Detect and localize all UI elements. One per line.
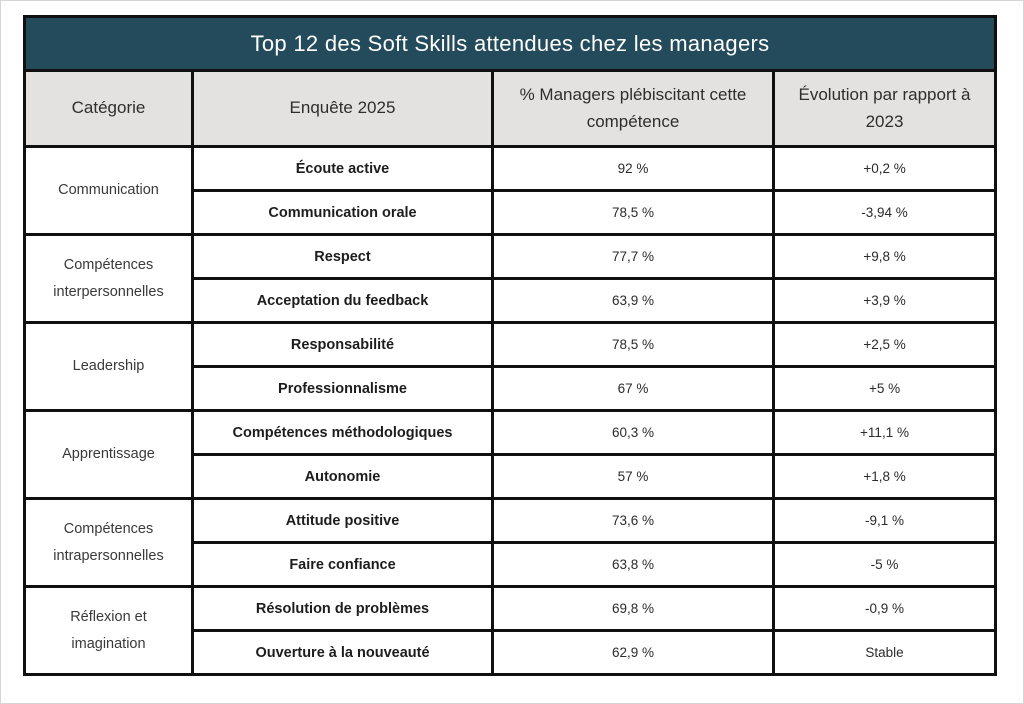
table-row: Ouverture à la nouveauté 62,9 % Stable — [25, 629, 998, 676]
percent-cell: 77,7 % — [491, 233, 775, 280]
category-cell-communication: Communication — [23, 145, 194, 236]
table-row: Réflexion et imagination Résolution de p… — [23, 585, 998, 676]
soft-skills-table: Top 12 des Soft Skills attendues chez le… — [22, 15, 998, 676]
skill-cell: Acceptation du feedback — [191, 277, 494, 324]
category-cell-reflexion: Réflexion et imagination — [23, 585, 194, 676]
percent-cell: 73,6 % — [491, 497, 775, 544]
table-row: Communication Écoute active 92 % +0,2 % — [23, 145, 998, 236]
table-row: Acceptation du feedback 63,9 % +3,9 % — [25, 277, 998, 324]
skill-cell: Résolution de problèmes — [191, 585, 494, 632]
skill-cell: Responsabilité — [191, 321, 494, 368]
percent-cell: 69,8 % — [491, 585, 775, 632]
evolution-cell: +1,8 % — [771, 453, 998, 500]
skill-cell: Autonomie — [191, 453, 494, 500]
percent-cell: 78,5 % — [491, 321, 775, 368]
percent-cell: 63,8 % — [491, 541, 775, 588]
percent-cell: 63,9 % — [491, 277, 775, 324]
table-row: Faire confiance 63,8 % -5 % — [25, 541, 998, 588]
percent-cell: 67 % — [491, 365, 775, 412]
percent-cell: 62,9 % — [491, 629, 775, 676]
column-header-enquete-2025: Enquête 2025 — [191, 69, 494, 148]
category-cell-interpersonnelles: Compétences interpersonnelles — [23, 233, 194, 324]
table-row: Compétences intrapersonnelles Attitude p… — [23, 497, 998, 588]
category-cell-apprentissage: Apprentissage — [23, 409, 194, 500]
table-row: Leadership Responsabilité 78,5 % +2,5 % — [23, 321, 998, 412]
evolution-cell: +0,2 % — [771, 145, 998, 192]
skill-cell: Respect — [191, 233, 494, 280]
evolution-cell: -0,9 % — [771, 585, 998, 632]
evolution-cell: -3,94 % — [771, 189, 998, 236]
table-row: Autonomie 57 % +1,8 % — [25, 453, 998, 500]
skill-cell: Écoute active — [191, 145, 494, 192]
evolution-cell: +5 % — [771, 365, 998, 412]
table-row: Compétences interpersonnelles Respect 77… — [23, 233, 998, 324]
table-row: Communication orale 78,5 % -3,94 % — [25, 189, 998, 236]
evolution-cell: +3,9 % — [771, 277, 998, 324]
skill-cell: Attitude positive — [191, 497, 494, 544]
evolution-cell: +11,1 % — [771, 409, 998, 456]
column-header-percent-managers: % Managers plébiscitant cette compétence — [491, 69, 775, 148]
evolution-cell: Stable — [771, 629, 998, 676]
column-header-evolution: Évolution par rapport à 2023 — [771, 69, 998, 148]
percent-cell: 57 % — [491, 453, 775, 500]
percent-cell: 92 % — [491, 145, 775, 192]
table-title: Top 12 des Soft Skills attendues chez le… — [22, 15, 998, 72]
column-header-categorie: Catégorie — [23, 69, 194, 148]
skill-cell: Ouverture à la nouveauté — [191, 629, 494, 676]
skill-cell: Compétences méthodologiques — [191, 409, 494, 456]
skill-cell: Professionnalisme — [191, 365, 494, 412]
category-cell-intrapersonnelles: Compétences intrapersonnelles — [23, 497, 194, 588]
evolution-cell: +9,8 % — [771, 233, 998, 280]
skill-cell: Faire confiance — [191, 541, 494, 588]
evolution-cell: -9,1 % — [771, 497, 998, 544]
table-header-row: Catégorie Enquête 2025 % Managers plébis… — [23, 69, 998, 148]
percent-cell: 78,5 % — [491, 189, 775, 236]
table-row: Professionnalisme 67 % +5 % — [25, 365, 998, 412]
evolution-cell: -5 % — [771, 541, 998, 588]
table-title-row: Top 12 des Soft Skills attendues chez le… — [22, 15, 998, 72]
category-cell-leadership: Leadership — [23, 321, 194, 412]
skill-cell: Communication orale — [191, 189, 494, 236]
percent-cell: 60,3 % — [491, 409, 775, 456]
evolution-cell: +2,5 % — [771, 321, 998, 368]
table-row: Apprentissage Compétences méthodologique… — [23, 409, 998, 500]
